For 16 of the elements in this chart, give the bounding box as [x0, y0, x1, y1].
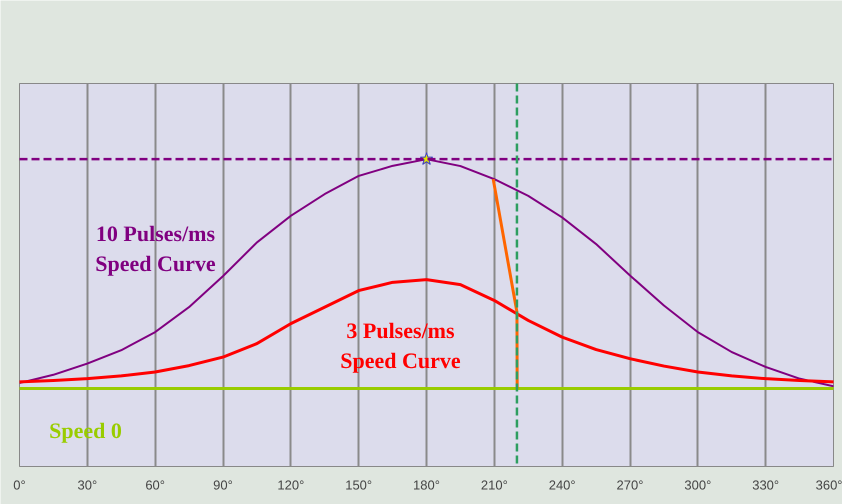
- x-tick-label: 150°: [345, 478, 372, 492]
- x-tick-label: 360°: [816, 478, 842, 492]
- x-tick-label: 270°: [616, 478, 644, 492]
- x-tick-label: 90°: [213, 478, 233, 492]
- x-tick-label: 240°: [548, 478, 576, 492]
- x-tick-label: 300°: [684, 478, 712, 492]
- x-tick-label: 330°: [752, 478, 780, 492]
- x-tick-label: 210°: [480, 478, 508, 492]
- series-label: 3 Pulses/ms Speed Curve: [340, 318, 461, 373]
- series-label: 10 Pulses/ms Speed Curve: [95, 221, 216, 276]
- x-tick-label: 120°: [277, 478, 304, 492]
- x-tick-label: 30°: [78, 478, 98, 492]
- series-label: Speed 0: [49, 418, 122, 443]
- x-tick-label: 60°: [145, 478, 166, 492]
- x-tick-label: 180°: [413, 478, 440, 492]
- x-tick-label: 0°: [13, 478, 26, 492]
